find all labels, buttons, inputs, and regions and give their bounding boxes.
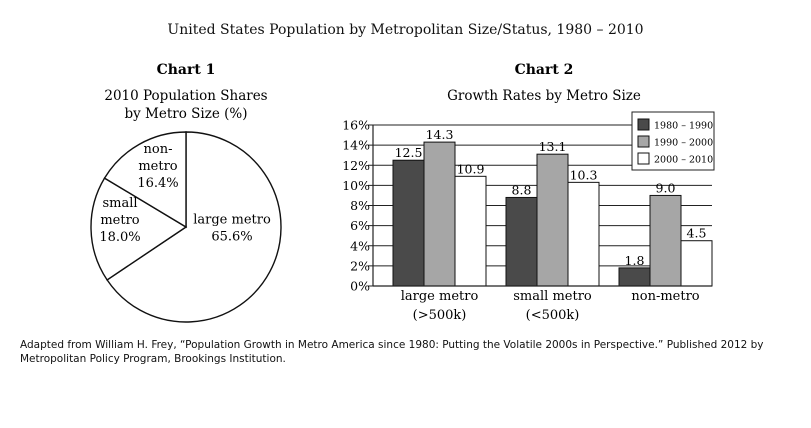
- bar-value-label-1-1: 13.1: [539, 139, 567, 154]
- y-tick-label-10: 10%: [342, 178, 370, 193]
- pie-label-non-metro-line-1: non-: [144, 142, 173, 157]
- y-tick-label-16: 16%: [342, 118, 370, 133]
- pie-label-large-metro-line-1: large metro: [193, 213, 271, 228]
- pie-label-large-metro-line-2: 65.6%: [211, 230, 252, 245]
- bar-0-2: [454, 175, 487, 287]
- bar-axes: 0% 2% 4% 6% 8% 10% 12% 14% 16% large metro (>500k)…: [342, 118, 712, 323]
- bar-value-label-2-1: 9.0: [656, 180, 676, 195]
- pie-label-small-metro-line-3: 18.0%: [99, 230, 140, 245]
- y-tick-label-14: 14%: [342, 138, 370, 153]
- bar-value-label-0-0: 12.5: [395, 145, 423, 160]
- pie-slice-small-metro: [90, 177, 188, 281]
- y-tick-label-8: 8%: [350, 198, 370, 213]
- legend-label-1: 1990 – 2000: [654, 138, 713, 149]
- main-title: United States Population by Metropolitan…: [167, 22, 644, 38]
- pie-slices: [90, 131, 282, 323]
- pie-labels: large metro 65.6% small metro 18.0% non-metro…: [99, 142, 271, 245]
- pie-slice-non-metro: [103, 131, 187, 229]
- y-tick-label-6: 6%: [350, 218, 370, 233]
- y-tick-label-4: 4%: [350, 238, 370, 253]
- bar-legend: 1980 – 1990 1990 – 2000 2000 – 2010: [631, 111, 715, 171]
- legend-swatch-2: [637, 152, 650, 165]
- source-note: Adapted from William H. Frey, “Populatio…: [20, 339, 764, 365]
- bar-title: Growth Rates by Metro Size: [447, 88, 641, 104]
- legend-swatch-1: [637, 135, 650, 148]
- legend-label-2: 2000 – 2010: [654, 155, 713, 166]
- bar-2-1: [649, 194, 682, 287]
- y-tick-label-2: 2%: [350, 258, 370, 273]
- x-category-label-0-line-2: (>500k): [413, 308, 467, 323]
- pie-title-line-2: by Metro Size (%): [125, 106, 248, 122]
- figure: Chart 1 2010 Population Shares by Metro …: [90, 62, 715, 323]
- bar-1-1: [536, 153, 569, 287]
- bar-0-0: [392, 159, 425, 287]
- pie-heading: Chart 1: [157, 62, 216, 78]
- bar-value-label-0-1: 14.3: [426, 127, 454, 142]
- bar-value-label-2-0: 1.8: [625, 253, 645, 268]
- bar-value-label-2-2: 4.5: [687, 226, 707, 241]
- bar-chart: Chart 2 Growth Rates by Metro Size 12.51…: [342, 62, 715, 323]
- pie-slice-large-metro: [106, 131, 282, 323]
- y-tick-label-0: 0%: [350, 279, 370, 294]
- pie-label-small-metro-line-1: small: [102, 196, 137, 211]
- x-category-label-1-line-1: small metro: [513, 289, 592, 304]
- x-category-label-2-line-1: non-metro: [631, 289, 699, 304]
- pie-chart: Chart 1 2010 Population Shares by Metro …: [90, 62, 282, 323]
- bar-2-0: [618, 267, 651, 287]
- bar-2-2: [680, 240, 713, 287]
- bar-value-label-1-2: 10.3: [570, 167, 598, 182]
- pie-title-line-1: 2010 Population Shares: [104, 88, 267, 104]
- x-category-label-1-line-2: (<500k): [526, 308, 580, 323]
- bar-heading: Chart 2: [515, 62, 574, 78]
- bar-value-label-1-0: 8.8: [512, 182, 532, 197]
- pie-label-small-metro-line-2: metro: [100, 213, 139, 228]
- x-category-label-0-line-1: large metro: [401, 289, 479, 304]
- bar-0-1: [423, 141, 456, 287]
- y-tick-label-12: 12%: [342, 158, 370, 173]
- legend-swatch-0: [637, 118, 650, 131]
- pie-label-non-metro-line-3: 16.4%: [137, 176, 178, 191]
- bar-1-0: [505, 196, 538, 287]
- bar-1-2: [567, 181, 600, 287]
- bar-value-label-0-2: 10.9: [457, 161, 485, 176]
- legend-label-0: 1980 – 1990: [654, 121, 713, 132]
- pie-label-non-metro-line-2: metro: [138, 159, 177, 174]
